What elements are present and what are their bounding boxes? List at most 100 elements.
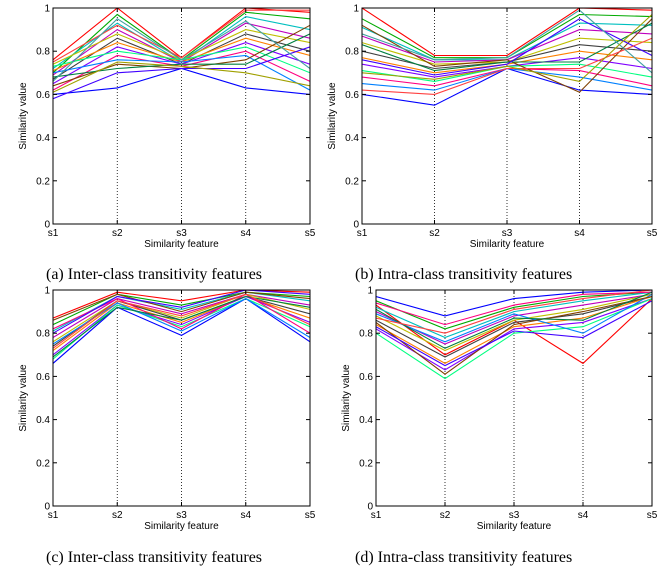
series-line [376, 293, 652, 343]
y-tick-label: 0.4 [36, 415, 50, 426]
y-tick-label: 0 [44, 502, 50, 513]
x-tick-label: s2 [112, 510, 123, 521]
caption-a: (a) Inter-class transitivity features [46, 266, 263, 283]
x-tick-label: s3 [502, 228, 513, 239]
series-line [376, 295, 652, 375]
series-group [362, 8, 652, 106]
x-tick-label: s1 [357, 228, 368, 239]
y-tick-label: 0.8 [36, 329, 50, 340]
x-axis-label: Similarity feature [144, 521, 219, 532]
series-line [376, 298, 652, 371]
series-group [53, 8, 310, 100]
x-tick-label: s1 [371, 510, 382, 521]
series-line [376, 300, 652, 367]
y-tick-label: 0.8 [36, 47, 50, 58]
y-tick-label: 0.6 [359, 372, 373, 383]
series-line [53, 291, 310, 321]
series-line [376, 290, 652, 334]
series-line [53, 297, 310, 364]
series-line [376, 291, 652, 339]
y-axis-label: Similarity value [18, 364, 29, 432]
panel-d: s1 s2 s3 s4 s5 0 0.2 0.4 0.6 0.8 1 Similarity featu… [341, 286, 658, 533]
caption-c: (c) Inter-class transitivity features [46, 549, 263, 566]
series-line [53, 54, 310, 91]
series-line [53, 33, 310, 78]
series-line [53, 16, 310, 69]
series-line [362, 18, 652, 93]
y-tick-label: 0.4 [359, 415, 373, 426]
panel-b: s1 s2 s3 s4 s5 0 0.2 0.4 0.6 0.8 1 Similarity featu… [327, 4, 658, 251]
series-line [53, 297, 310, 360]
y-tick-label: 0.2 [345, 176, 359, 187]
series-line [376, 291, 652, 349]
series-line [376, 293, 652, 345]
series-line [53, 293, 310, 349]
x-tick-label: s5 [305, 228, 316, 239]
y-tick-label: 1 [44, 286, 50, 297]
series-line [362, 14, 652, 82]
x-tick-label: s3 [176, 510, 187, 521]
x-tick-label: s4 [578, 510, 589, 521]
panel-a: s1 s2 s3 s4 s5 0 0.2 0.4 0.6 0.8 1 Similarity featu… [18, 4, 316, 251]
series-line [53, 295, 310, 356]
y-tick-label: 0.4 [345, 133, 359, 144]
series-line [53, 22, 310, 76]
caption-b: (b) Intra-class transitivity features [355, 266, 573, 283]
x-tick-label: s4 [574, 228, 585, 239]
series-line [53, 293, 310, 343]
y-tick-label: 1 [367, 286, 373, 297]
series-line [53, 291, 310, 326]
y-tick-label: 0 [353, 220, 359, 231]
series-line [53, 46, 310, 100]
x-tick-label: s3 [509, 510, 520, 521]
y-tick-label: 0 [367, 502, 373, 513]
y-tick-label: 0.6 [36, 372, 50, 383]
y-tick-label: 0.6 [345, 90, 359, 101]
x-tick-label: s4 [240, 510, 251, 521]
x-tick-label: s5 [305, 510, 316, 521]
series-line [53, 295, 310, 351]
x-tick-label: s2 [429, 228, 440, 239]
x-tick-label: s5 [647, 510, 658, 521]
x-tick-label: s4 [240, 228, 251, 239]
series-line [362, 9, 652, 74]
y-tick-label: 0.8 [345, 47, 359, 58]
x-axis-label: Similarity feature [477, 521, 552, 532]
y-tick-label: 0.4 [36, 133, 50, 144]
panel-c: s1 s2 s3 s4 s5 0 0.2 0.4 0.6 0.8 1 Similarity featu… [18, 286, 316, 533]
series-line [53, 9, 310, 63]
series-line [376, 295, 652, 358]
series-line [362, 8, 652, 57]
series-line [376, 293, 652, 352]
series-line [376, 298, 652, 380]
y-tick-label: 0.2 [359, 458, 373, 469]
series-line [362, 22, 652, 72]
x-tick-label: s5 [647, 228, 658, 239]
series-line [53, 293, 310, 338]
series-line [53, 18, 310, 82]
y-tick-label: 0.8 [359, 329, 373, 340]
y-tick-label: 0.2 [36, 176, 50, 187]
series-line [376, 290, 652, 317]
x-axis-label: Similarity feature [144, 239, 219, 250]
series-line [53, 291, 310, 332]
y-axis-label: Similarity value [341, 364, 352, 432]
series-group [376, 290, 652, 380]
x-tick-label: s2 [112, 228, 123, 239]
series-group [53, 290, 310, 364]
y-tick-label: 0.6 [36, 90, 50, 101]
x-tick-label: s2 [440, 510, 451, 521]
series-line [376, 291, 652, 326]
y-axis-label: Similarity value [18, 82, 29, 150]
x-tick-label: s3 [176, 228, 187, 239]
series-line [53, 61, 310, 93]
y-tick-label: 1 [353, 4, 359, 15]
series-line [376, 291, 652, 330]
series-line [53, 295, 310, 358]
y-axis-label: Similarity value [327, 82, 338, 150]
series-line [53, 290, 310, 319]
y-tick-label: 1 [44, 4, 50, 15]
y-tick-label: 0.2 [36, 458, 50, 469]
x-axis-label: Similarity feature [470, 239, 545, 250]
